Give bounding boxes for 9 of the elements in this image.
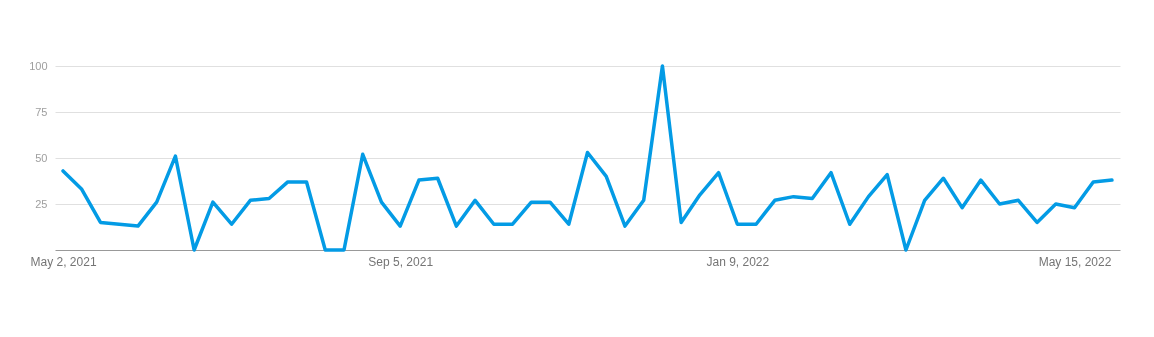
- y-tick-label: 25: [35, 197, 48, 210]
- y-tick-label: 75: [35, 105, 48, 118]
- line-series: [61, 64, 1114, 252]
- y-tick-label: 50: [35, 151, 48, 164]
- y-tick-label: 100: [29, 59, 48, 72]
- x-tick-label: Jan 9, 2022: [706, 254, 770, 269]
- x-tick-label: Sep 5, 2021: [368, 254, 434, 269]
- x-tick-label: May 2, 2021: [30, 254, 97, 269]
- x-tick-label: May 15, 2022: [1038, 254, 1112, 269]
